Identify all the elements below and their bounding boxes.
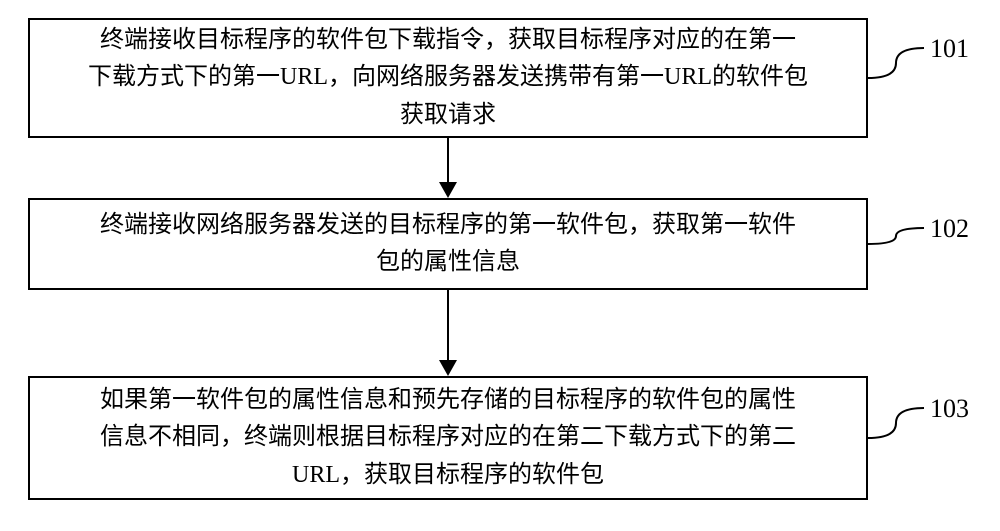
step-box-1: 终端接收目标程序的软件包下载指令，获取目标程序对应的在第一 下载方式下的第一UR… xyxy=(28,18,868,138)
step-2-text: 终端接收网络服务器发送的目标程序的第一软件包，获取第一软件 包的属性信息 xyxy=(100,207,796,281)
flowchart-canvas: 终端接收目标程序的软件包下载指令，获取目标程序对应的在第一 下载方式下的第一UR… xyxy=(0,0,1000,531)
step-box-2: 终端接收网络服务器发送的目标程序的第一软件包，获取第一软件 包的属性信息 xyxy=(28,198,868,290)
label-103: 103 xyxy=(930,394,969,424)
label-102: 102 xyxy=(930,214,969,244)
step-box-3: 如果第一软件包的属性信息和预先存储的目标程序的软件包的属性 信息不相同，终端则根… xyxy=(28,376,868,500)
step-3-text: 如果第一软件包的属性信息和预先存储的目标程序的软件包的属性 信息不相同，终端则根… xyxy=(100,382,796,494)
step-1-text: 终端接收目标程序的软件包下载指令，获取目标程序对应的在第一 下载方式下的第一UR… xyxy=(88,22,808,134)
label-101: 101 xyxy=(930,34,969,64)
